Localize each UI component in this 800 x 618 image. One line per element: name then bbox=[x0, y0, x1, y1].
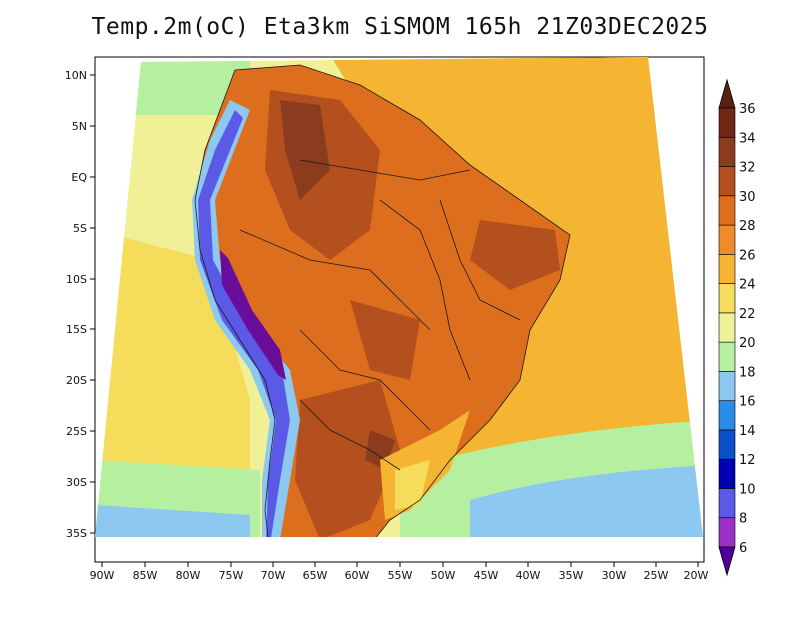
lon-tick-label: 85W bbox=[133, 569, 158, 582]
colorbar-band bbox=[718, 371, 736, 401]
colorbar-band bbox=[718, 224, 736, 255]
colorbar-over-arrow bbox=[718, 78, 736, 109]
colorbar-label: 14 bbox=[739, 424, 756, 439]
atlantic-coastline bbox=[234, 64, 571, 537]
land-extreme-north bbox=[280, 100, 330, 200]
lon-tick-label: 80W bbox=[176, 569, 201, 582]
colorbar-band bbox=[718, 341, 736, 372]
colorbar-band bbox=[718, 283, 736, 314]
border-state-2 bbox=[379, 199, 471, 381]
border-argentina bbox=[299, 399, 401, 471]
map-title: Temp.2m(oC) Eta3km SiSMOM 165h 21Z03DEC2… bbox=[91, 14, 709, 40]
land-24c-south bbox=[395, 460, 430, 510]
colorbar-label: 20 bbox=[739, 336, 756, 351]
colorbar-band bbox=[718, 195, 736, 226]
pacific-18c-south bbox=[95, 505, 250, 537]
lon-tick-label: 40W bbox=[516, 569, 541, 582]
colorbar-label: 12 bbox=[739, 453, 756, 468]
border-brazil-peru bbox=[239, 229, 431, 331]
lon-tick-label: 55W bbox=[388, 569, 413, 582]
colorbar-label: 18 bbox=[739, 365, 756, 380]
lat-tick-label: EQ bbox=[71, 171, 87, 184]
land-hot-chaco bbox=[295, 380, 400, 537]
atlantic-18c-south bbox=[470, 465, 703, 537]
land-hot-northeast bbox=[470, 220, 560, 290]
colorbar-band bbox=[718, 166, 736, 197]
colorbar-label: 24 bbox=[739, 278, 756, 293]
colorbar-label: 34 bbox=[739, 131, 756, 146]
colorbar-label: 8 bbox=[739, 512, 747, 527]
lon-tick-label: 45W bbox=[474, 569, 499, 582]
lat-tick-label: 10S bbox=[66, 273, 87, 286]
lon-tick-label: 70W bbox=[261, 569, 286, 582]
andes-6c-altiplano bbox=[220, 250, 286, 380]
lon-axis: 90W 85W 80W 75W 70W 65W 60W 55W 50W 45W … bbox=[90, 569, 709, 582]
lat-tick-label: 5N bbox=[72, 120, 87, 133]
colorbar-label: 32 bbox=[739, 161, 756, 176]
colorbar-bands bbox=[718, 107, 736, 548]
colorbar-band bbox=[718, 400, 736, 431]
lat-tick-label: 35S bbox=[66, 527, 87, 540]
colorbar-band bbox=[718, 517, 736, 548]
axis-ticks bbox=[90, 74, 699, 567]
colorbar-label: 26 bbox=[739, 248, 756, 263]
lon-tick-label: 60W bbox=[345, 569, 370, 582]
colorbar-label: 22 bbox=[739, 307, 756, 322]
pacific-coastline bbox=[194, 69, 276, 537]
lon-tick-label: 50W bbox=[431, 569, 456, 582]
lat-tick-label: 30S bbox=[66, 476, 87, 489]
colorbar-label: 36 bbox=[739, 102, 756, 117]
lat-tick-label: 25S bbox=[66, 425, 87, 438]
lat-axis: 10N 5N EQ 5S 10S 15S 20S 25S 30S 35S bbox=[65, 69, 88, 540]
lon-tick-label: 20W bbox=[684, 569, 709, 582]
lat-tick-label: 10N bbox=[65, 69, 87, 82]
colorbar-band bbox=[718, 488, 736, 519]
temperature-field bbox=[95, 57, 703, 537]
colorbar-label: 28 bbox=[739, 219, 756, 234]
lon-tick-label: 35W bbox=[559, 569, 584, 582]
colorbar-label: 10 bbox=[739, 482, 756, 497]
lon-tick-label: 75W bbox=[219, 569, 244, 582]
lon-tick-label: 25W bbox=[644, 569, 669, 582]
colorbar-band bbox=[718, 107, 736, 138]
country-borders bbox=[194, 64, 571, 537]
colorbar-band bbox=[718, 254, 736, 284]
colorbar-label: 16 bbox=[739, 395, 756, 410]
lon-tick-label: 90W bbox=[90, 569, 115, 582]
border-state-1 bbox=[439, 199, 521, 321]
lat-tick-label: 15S bbox=[66, 323, 87, 336]
land-hot-center bbox=[350, 300, 420, 380]
lat-tick-label: 20S bbox=[66, 374, 87, 387]
colorbar-label: 30 bbox=[739, 190, 756, 205]
colorbar-under-arrow bbox=[718, 546, 736, 577]
lat-tick-label: 5S bbox=[73, 222, 87, 235]
lon-tick-label: 30W bbox=[602, 569, 627, 582]
colorbar-labels: 6 8 10 12 14 16 18 20 22 24 26 28 30 32 34 36 bbox=[739, 102, 756, 556]
border-north bbox=[299, 159, 471, 181]
lon-tick-label: 65W bbox=[303, 569, 328, 582]
colorbar-band bbox=[718, 458, 736, 489]
colorbar-band bbox=[718, 312, 736, 343]
andes-10c-strip bbox=[198, 110, 290, 537]
border-bolivia bbox=[299, 329, 431, 431]
colorbar-band bbox=[718, 429, 736, 460]
colorbar: 6 8 10 12 14 16 18 20 22 24 26 28 30 32 34 36 bbox=[718, 78, 756, 577]
colorbar-label: 6 bbox=[739, 541, 747, 556]
colorbar-band bbox=[718, 136, 736, 167]
